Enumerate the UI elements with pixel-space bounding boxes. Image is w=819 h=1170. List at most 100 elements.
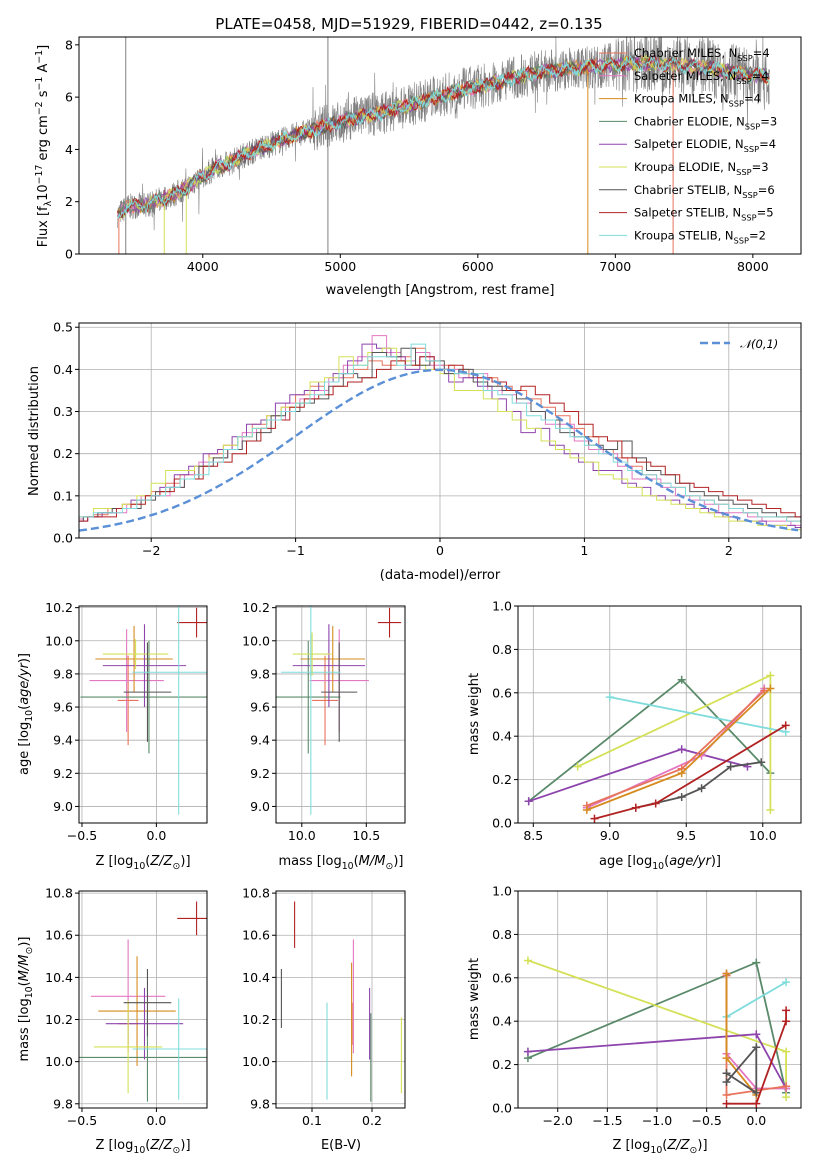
x-axis-label: mass [log10(M/M⊙)]: [279, 854, 404, 872]
y-tick-label: 9.2: [250, 766, 270, 781]
y-tick-label: 0.4: [53, 362, 73, 377]
x-tick-label: 8.5: [523, 828, 543, 843]
y-tick-label: 9.8: [53, 1096, 73, 1111]
weight-marker: [782, 978, 791, 987]
axes-frame-ebv-mass: [275, 890, 406, 1109]
gaussian-reference-line: [79, 368, 799, 532]
x-tick-label: −0.5: [67, 1113, 97, 1128]
axes-frame-z-age: [78, 605, 208, 824]
plot-area-ebv-mass: [280, 901, 402, 1102]
weight-marker: [523, 956, 532, 965]
y-axis-label: Normed distribution: [27, 366, 42, 496]
model-line-salpeter-stelib: [117, 54, 770, 219]
plot-area-spectrum: [117, 37, 770, 254]
axes-frame-spectrum: [78, 36, 802, 255]
weight-line: [586, 689, 765, 807]
weight-marker: [757, 758, 766, 767]
model-line-kroupa-stelib: [117, 55, 770, 220]
y-tick-label: 9.6: [53, 700, 73, 715]
x-tick-label: 0.2: [362, 1113, 382, 1128]
histogram-step: [79, 343, 801, 524]
weight-marker: [752, 958, 761, 967]
x-axis-label: Z [log10(Z/Z⊙)]: [95, 854, 190, 872]
x-tick-label: −1.0: [642, 1113, 672, 1128]
weight-marker: [677, 769, 686, 778]
y-tick-label: 10.4: [242, 970, 270, 985]
x-axis-label: E(B-V): [321, 1138, 361, 1153]
y-tick-label: 0.2: [492, 1057, 512, 1072]
x-tick-label: 7000: [599, 259, 631, 274]
x-tick-label: 10.5: [352, 828, 380, 843]
x-tick-label: −2: [142, 543, 160, 558]
weight-marker: [677, 745, 686, 754]
legend-entry: Salpeter STELIB, NSSP=5: [634, 206, 774, 223]
y-tick-label: 0.5: [53, 320, 73, 335]
y-tick-label: 0.4: [492, 729, 512, 744]
legend-entry: 𝒩(0,1): [740, 337, 778, 351]
y-tick-label: 0.4: [492, 1014, 512, 1029]
y-axis-label: Flux [fλ10−17 erg cm−2 s−1 A−1]: [34, 45, 54, 247]
histogram-step: [79, 347, 801, 522]
histogram-step: [79, 347, 801, 524]
y-tick-label: 10.6: [45, 928, 73, 943]
weight-marker: [752, 1030, 761, 1039]
weight-line: [635, 761, 762, 809]
x-tick-label: 8000: [737, 259, 769, 274]
y-tick-label: 0.0: [492, 1101, 512, 1116]
y-tick-label: 10.2: [242, 1012, 270, 1027]
y-tick-label: 10.8: [242, 886, 270, 901]
weight-marker: [605, 693, 614, 702]
weight-line: [726, 1010, 787, 1105]
x-tick-label: 0.0: [746, 1113, 766, 1128]
weight-marker: [722, 1099, 731, 1108]
weight-marker: [752, 1043, 761, 1052]
x-tick-label: −1.5: [592, 1113, 622, 1128]
y-tick-label: 10.2: [45, 600, 73, 615]
y-tick-label: 0.6: [492, 970, 512, 985]
x-axis-label: age [log10(age/yr)]: [599, 854, 721, 872]
weight-marker: [582, 805, 591, 814]
y-tick-label: 0.8: [492, 642, 512, 657]
legend-entry: Kroupa MILES, NSSP=4: [634, 92, 761, 109]
plot-area-z-mass: [79, 901, 207, 1102]
weight-marker: [523, 1047, 532, 1056]
y-tick-label: 0.2: [492, 772, 512, 787]
y-tick-label: 8: [65, 37, 73, 52]
y-tick-label: 10.8: [45, 886, 73, 901]
weight-marker: [631, 803, 640, 812]
x-tick-label: 4000: [187, 259, 219, 274]
weight-line: [594, 724, 787, 820]
weight-line: [726, 981, 787, 1018]
y-axis-label: age [log10(age/yr)]: [17, 653, 35, 775]
weight-marker: [722, 1077, 731, 1086]
axes-frame-residuals: [78, 322, 802, 539]
x-axis-label: Z [log10(Z/Z⊙)]: [612, 1138, 707, 1156]
legend-entry: Kroupa STELIB, NSSP=2: [634, 228, 766, 245]
weight-marker: [722, 1054, 731, 1063]
weight-marker: [651, 799, 660, 808]
weight-line: [609, 696, 786, 733]
y-tick-label: 10.0: [242, 1054, 270, 1069]
weight-marker: [590, 814, 599, 823]
x-tick-label: 5000: [324, 259, 356, 274]
y-tick-label: 10.0: [242, 633, 270, 648]
y-axis-label: mass [log10(M/M⊙)]: [17, 937, 35, 1062]
weight-marker: [677, 675, 686, 684]
y-tick-label: 10.2: [242, 600, 270, 615]
y-axis-label: mass weight: [467, 673, 482, 755]
y-tick-label: 0.0: [53, 531, 73, 546]
weight-marker: [781, 721, 790, 730]
y-tick-label: 9.6: [250, 700, 270, 715]
weight-marker: [766, 684, 775, 693]
y-tick-label: 0: [65, 247, 73, 262]
weight-marker: [782, 1093, 791, 1102]
y-tick-label: 0.8: [492, 927, 512, 942]
y-tick-label: 0.3: [53, 404, 73, 419]
x-tick-label: 9.5: [676, 828, 696, 843]
weight-marker: [697, 784, 706, 793]
weight-marker: [782, 1082, 791, 1091]
y-tick-label: 2: [65, 194, 73, 209]
weight-line: [528, 678, 772, 803]
legend-entry: Chabrier MILES, NSSP=4: [634, 46, 770, 63]
